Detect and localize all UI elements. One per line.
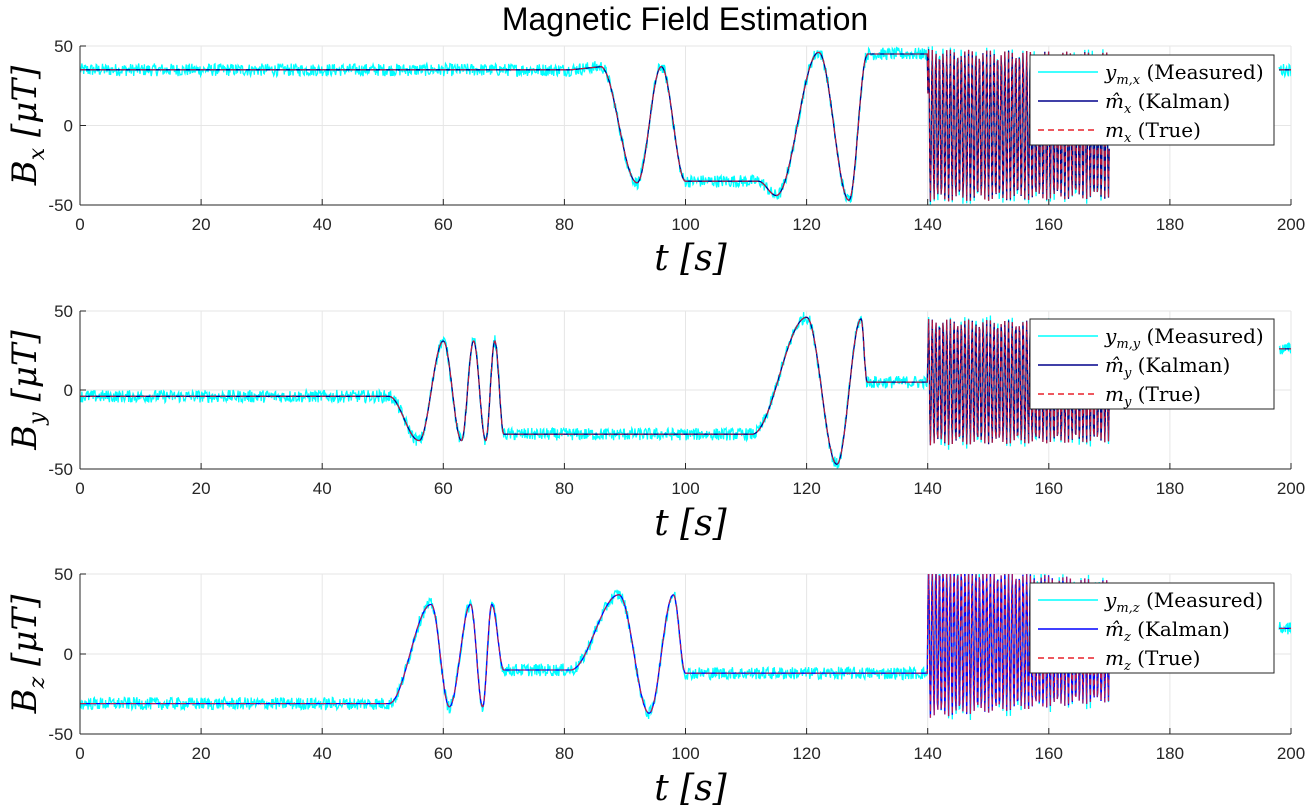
legend: ym,z (Measured)m̂z (Kalman)mz (True) bbox=[1029, 582, 1275, 674]
x-tick-label: 160 bbox=[1035, 215, 1063, 234]
x-tick-label: 0 bbox=[75, 479, 84, 498]
legend-label: mz (True) bbox=[1105, 646, 1200, 674]
x-axis-label: t [s] bbox=[654, 503, 727, 544]
x-tick-label: 40 bbox=[313, 744, 332, 763]
x-tick-label: 180 bbox=[1156, 479, 1184, 498]
y-tick-label: 50 bbox=[54, 302, 73, 321]
x-tick-label: 200 bbox=[1277, 215, 1305, 234]
y-tick-label: 0 bbox=[64, 117, 73, 136]
y-tick-label: 0 bbox=[64, 645, 73, 664]
x-tick-label: 40 bbox=[313, 479, 332, 498]
x-tick-label: 100 bbox=[671, 479, 699, 498]
x-tick-label: 0 bbox=[75, 215, 84, 234]
x-tick-label: 100 bbox=[671, 744, 699, 763]
true-line bbox=[80, 49, 1291, 202]
legend-label: ym,y (Measured) bbox=[1104, 324, 1264, 352]
x-tick-label: 180 bbox=[1156, 744, 1184, 763]
y-tick-label: -50 bbox=[48, 196, 73, 215]
x-tick-label: 180 bbox=[1156, 215, 1184, 234]
x-tick-label: 160 bbox=[1035, 479, 1063, 498]
x-tick-label: 0 bbox=[75, 744, 84, 763]
legend-label: mx (True) bbox=[1105, 118, 1201, 146]
legend: ym,x (Measured)m̂x (Kalman)mx (True) bbox=[1029, 54, 1275, 146]
x-tick-label: 40 bbox=[313, 215, 332, 234]
figure-title: Magnetic Field Estimation bbox=[502, 1, 868, 37]
x-tick-label: 200 bbox=[1277, 479, 1305, 498]
y-axis-label: By [μT] bbox=[5, 329, 50, 450]
x-tick-label: 100 bbox=[671, 215, 699, 234]
x-tick-label: 120 bbox=[792, 744, 820, 763]
series-lines bbox=[80, 574, 1291, 721]
true-line bbox=[80, 574, 1291, 718]
x-axis-label: t [s] bbox=[654, 768, 727, 808]
y-axis-label: Bz [μT] bbox=[5, 594, 50, 714]
true-line bbox=[80, 316, 1291, 465]
y-tick-label: -50 bbox=[48, 460, 73, 479]
series-lines bbox=[80, 46, 1291, 205]
x-tick-label: 200 bbox=[1277, 744, 1305, 763]
legend-label: ym,z (Measured) bbox=[1104, 588, 1263, 616]
y-tick-label: 0 bbox=[64, 381, 73, 400]
x-tick-label: 120 bbox=[792, 479, 820, 498]
x-tick-label: 20 bbox=[192, 744, 211, 763]
y-tick-label: -50 bbox=[48, 725, 73, 744]
y-axis-label: Bx [μT] bbox=[5, 65, 50, 186]
series-lines bbox=[80, 312, 1291, 469]
x-tick-label: 60 bbox=[434, 744, 453, 763]
legend-label: m̂y (Kalman) bbox=[1105, 353, 1230, 381]
x-tick-label: 80 bbox=[555, 479, 574, 498]
y-tick-label: 50 bbox=[54, 565, 73, 584]
y-tick-label: 50 bbox=[54, 37, 73, 56]
x-tick-label: 20 bbox=[192, 215, 211, 234]
x-tick-label: 140 bbox=[914, 479, 942, 498]
x-tick-label: 160 bbox=[1035, 744, 1063, 763]
legend: ym,y (Measured)m̂y (Kalman)my (True) bbox=[1029, 318, 1275, 410]
x-tick-label: 80 bbox=[555, 744, 574, 763]
legend-label: m̂z (Kalman) bbox=[1105, 617, 1230, 645]
x-axis-label: t [s] bbox=[654, 238, 727, 279]
legend-label: m̂x (Kalman) bbox=[1105, 89, 1230, 117]
legend-label: ym,x (Measured) bbox=[1104, 60, 1264, 88]
x-tick-label: 60 bbox=[434, 479, 453, 498]
x-tick-label: 80 bbox=[555, 215, 574, 234]
x-tick-label: 120 bbox=[792, 215, 820, 234]
x-tick-label: 140 bbox=[914, 744, 942, 763]
x-tick-label: 20 bbox=[192, 479, 211, 498]
x-tick-label: 60 bbox=[434, 215, 453, 234]
legend-label: my (True) bbox=[1105, 382, 1201, 410]
x-tick-label: 140 bbox=[914, 215, 942, 234]
